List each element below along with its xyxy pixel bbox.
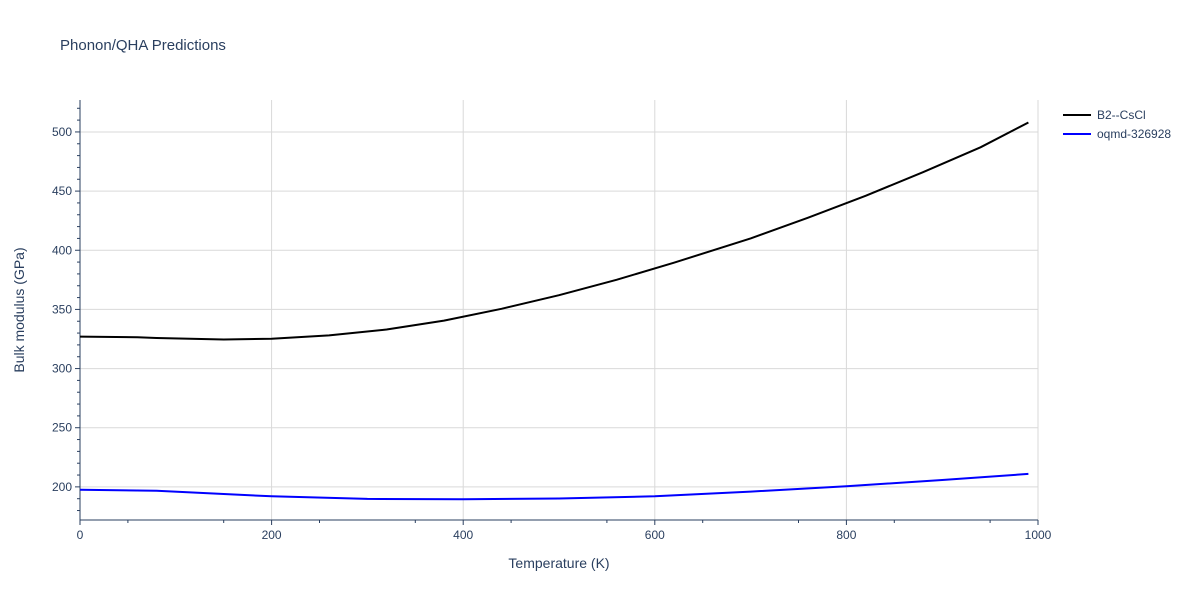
gridlines	[80, 100, 1039, 520]
x-tick-label: 800	[836, 528, 856, 542]
y-tick-label: 500	[52, 125, 72, 139]
x-tick-label: 1000	[1025, 528, 1052, 542]
x-tick-label: 200	[262, 528, 282, 542]
legend-label: B2--CsCl	[1097, 108, 1146, 122]
legend-label: oqmd-326928	[1097, 127, 1171, 141]
axes: 0 200 400 600 800 1000 200 250 300 350 400 450 500	[52, 100, 1052, 542]
series-line-1[interactable]	[79, 472, 1029, 501]
x-tick-label: 400	[453, 528, 473, 542]
x-tick-label: 600	[645, 528, 665, 542]
x-axis-title: Temperature (K)	[508, 555, 609, 571]
series-line-0[interactable]	[79, 121, 1029, 341]
y-tick-label: 200	[52, 480, 72, 494]
legend[interactable]: B2--CsCl oqmd-326928	[1063, 108, 1171, 141]
chart-title: Phonon/QHA Predictions	[60, 37, 226, 54]
y-tick-label: 300	[52, 362, 72, 376]
legend-item[interactable]: oqmd-326928	[1063, 127, 1171, 141]
legend-item[interactable]: B2--CsCl	[1063, 108, 1146, 122]
y-tick-label: 450	[52, 184, 72, 198]
y-axis-title: Bulk modulus (GPa)	[11, 247, 27, 372]
y-tick-label: 400	[52, 243, 72, 257]
y-tick-label: 250	[52, 421, 72, 435]
series	[79, 121, 1029, 501]
y-tick-label: 350	[52, 302, 72, 316]
x-tick-label: 0	[77, 528, 84, 542]
